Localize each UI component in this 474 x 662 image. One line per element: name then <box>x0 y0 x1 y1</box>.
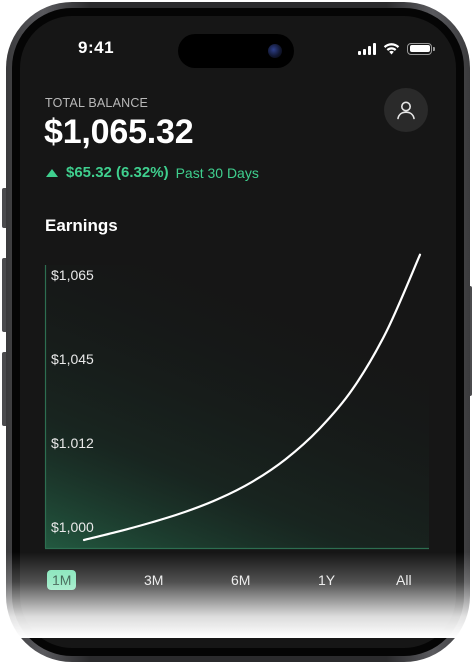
total-balance-value: $1,065.32 <box>44 113 194 151</box>
change-period: Past 30 Days <box>175 164 259 181</box>
y-tick-label: $1,000 <box>51 519 94 535</box>
total-balance-label: TOTAL BALANCE <box>45 96 149 110</box>
battery-fill <box>409 45 430 52</box>
signal-icon <box>358 42 376 55</box>
chart-area-fill <box>45 265 429 548</box>
profile-button[interactable] <box>384 88 428 132</box>
tab-6m[interactable]: 6M <box>231 572 251 588</box>
front-camera <box>268 44 282 58</box>
tab-all[interactable]: All <box>396 572 412 588</box>
tab-3m[interactable]: 3M <box>144 572 164 588</box>
battery-icon <box>407 42 435 55</box>
earnings-title: Earnings <box>45 216 118 235</box>
action-button <box>2 188 8 228</box>
y-tick-label: $1.012 <box>51 435 94 451</box>
volume-up-button <box>2 258 8 332</box>
tab-1y[interactable]: 1Y <box>318 572 336 588</box>
volume-down-button <box>2 352 8 426</box>
y-tick-label: $1,045 <box>51 351 94 367</box>
user-icon <box>397 101 415 120</box>
dynamic-island <box>178 34 294 68</box>
phone-bezel: 9:41 <box>12 8 464 656</box>
time-range-tabs: 1M 3M 6M 1Y All <box>20 566 456 596</box>
balance-change: $65.32 (6.32%) Past 30 Days <box>46 164 259 181</box>
wifi-icon <box>383 43 400 55</box>
change-amount: $65.32 (6.32%) <box>66 164 169 181</box>
y-tick-label: $1,065 <box>51 267 94 283</box>
app-screen: 9:41 <box>20 16 456 648</box>
status-icons <box>358 42 435 55</box>
status-time: 9:41 <box>78 38 115 57</box>
triangle-up-icon <box>46 168 58 177</box>
balance-line <box>82 253 422 542</box>
tab-1m[interactable]: 1M <box>47 570 77 590</box>
phone-frame: 9:41 <box>6 2 470 662</box>
